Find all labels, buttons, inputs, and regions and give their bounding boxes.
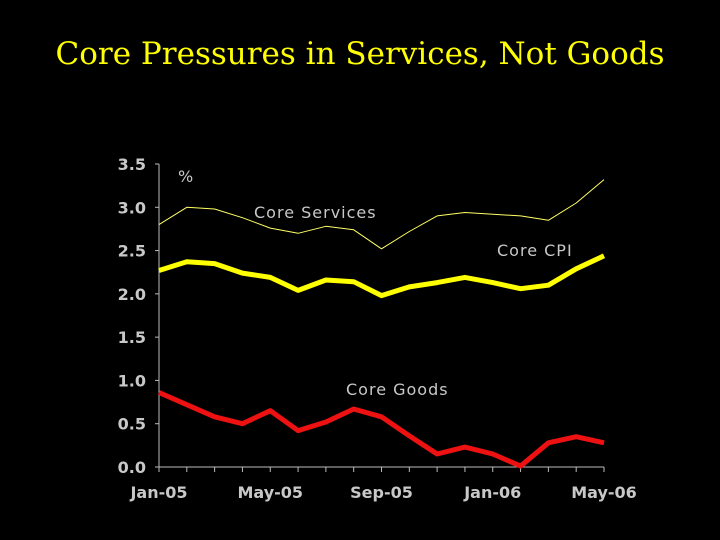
series-label-core-services: Core Services bbox=[254, 203, 377, 222]
y-tick-label: 3.5 bbox=[118, 155, 146, 174]
y-axis-unit-label: % bbox=[178, 167, 194, 186]
series-lines bbox=[157, 179, 606, 469]
x-tick-label: May-06 bbox=[571, 483, 637, 502]
series-line-core-goods bbox=[157, 390, 605, 469]
labels: % Core Services Core CPI Core Goods bbox=[178, 167, 573, 399]
x-tick-label: Sep-05 bbox=[350, 483, 413, 502]
x-tick-label: Jan-06 bbox=[463, 483, 521, 502]
series-line-core-services bbox=[158, 179, 605, 250]
series-line-core-cpi bbox=[158, 253, 606, 299]
y-tick-label: 0.5 bbox=[118, 415, 146, 434]
x-tick-label: May-05 bbox=[237, 483, 303, 502]
axes: 0.0 0.5 1.0 1.5 2.0 2.5 3.0 3.5 Jan-05 May-05 Sep-… bbox=[118, 155, 637, 502]
series-label-core-cpi: Core CPI bbox=[497, 241, 573, 260]
series-label-core-goods: Core Goods bbox=[346, 380, 449, 399]
slide-title: Core Pressures in Services, Not Goods bbox=[55, 36, 665, 72]
y-tick-label: 0.0 bbox=[118, 458, 146, 477]
y-tick-label: 3.0 bbox=[118, 198, 146, 217]
y-tick-label: 2.5 bbox=[118, 242, 146, 261]
y-tick-label: 1.0 bbox=[118, 371, 146, 390]
y-tick-label: 2.0 bbox=[118, 285, 146, 304]
x-tick-label: Jan-05 bbox=[129, 483, 187, 502]
y-tick-label: 1.5 bbox=[118, 328, 146, 347]
